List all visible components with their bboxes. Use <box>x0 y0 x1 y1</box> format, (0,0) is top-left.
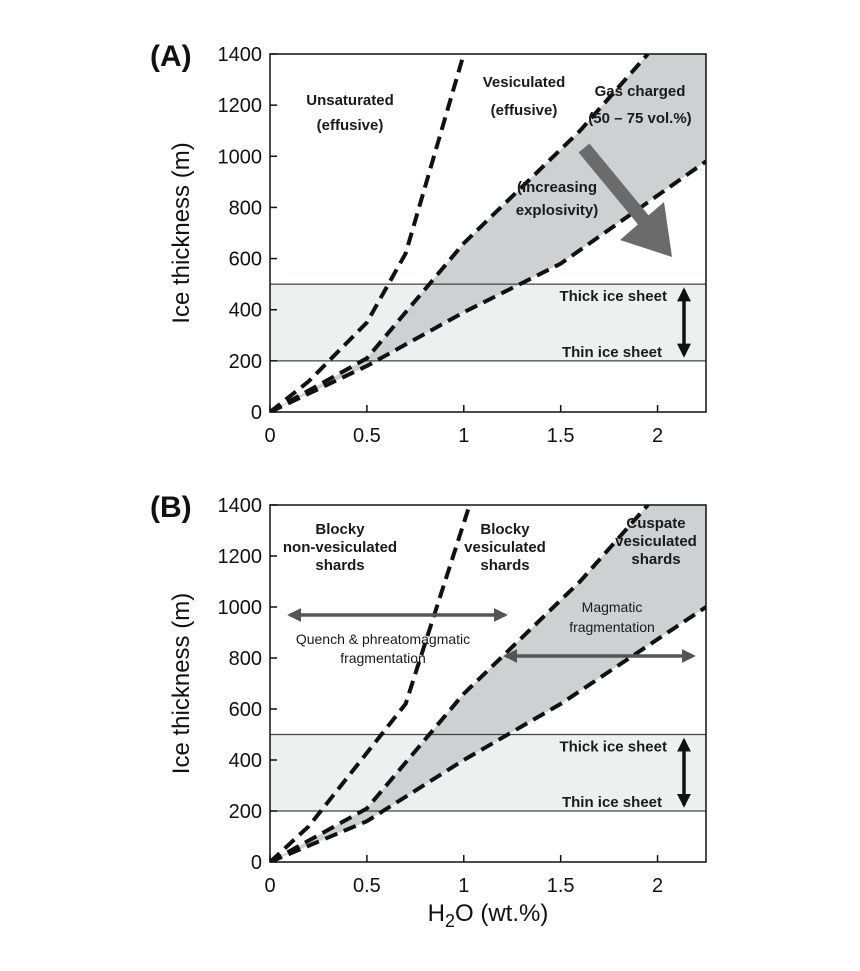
region-label-cuspate: Cuspate <box>626 515 685 532</box>
boundary-line-2 <box>270 54 650 412</box>
region-label-gas-charged: (50 – 75 vol.%) <box>588 110 691 127</box>
boundary-line-3 <box>270 605 706 862</box>
region-label-blocky-non-vesiculated: shards <box>315 557 364 574</box>
x-axis-title: H2O (wt.%) <box>428 900 549 931</box>
y-tick-label: 1000 <box>218 146 263 168</box>
quench-label: Quench & phreatomagmatic <box>296 631 470 647</box>
thick-ice-label: Thick ice sheet <box>559 288 667 305</box>
thin-ice-label: Thin ice sheet <box>562 344 662 361</box>
gas-region <box>270 505 706 862</box>
panel-b: 0 0.5 1 1.5 2 0 200 400 600 800 1000 1200 1400 Ice th… <box>150 491 707 897</box>
thin-ice-label: Thin ice sheet <box>562 794 662 811</box>
region-label-vesiculated: (effusive) <box>491 102 558 119</box>
plot-frame <box>269 504 707 863</box>
x-tick-label: 1 <box>458 875 469 897</box>
y-tick-label: 600 <box>229 249 262 271</box>
x-tick-label: 2 <box>652 875 663 897</box>
boundary-line-1 <box>270 54 466 412</box>
region-label-unsaturated: (effusive) <box>317 117 384 134</box>
region-label-blocky-vesiculated: shards <box>480 557 529 574</box>
panel-letter: (A) <box>150 40 192 73</box>
region-label-unsaturated: Unsaturated <box>306 92 394 109</box>
y-tick-label: 1200 <box>218 546 263 568</box>
y-tick-label: 400 <box>229 750 262 772</box>
y-axis-title: Ice thickness (m) <box>168 142 195 323</box>
x-tick-label: 1.5 <box>547 875 575 897</box>
boundary-line-1 <box>270 505 472 862</box>
boundary-line-2 <box>270 505 650 862</box>
plot-area <box>270 505 706 862</box>
x-tick-label: 1.5 <box>547 425 575 447</box>
trend-label: (Increasing <box>517 179 597 196</box>
thick-ice-label: Thick ice sheet <box>559 739 667 756</box>
plot-frame <box>269 53 707 413</box>
x-tick-label: 0.5 <box>353 425 381 447</box>
region-label-blocky-non-vesiculated: Blocky <box>315 521 365 538</box>
y-tick-label: 600 <box>229 699 262 721</box>
y-tick-label: 0 <box>251 402 262 424</box>
quench-label: fragmentation <box>340 650 426 666</box>
panel-a: 0 0.5 1 1.5 2 0 200 400 600 800 1000 1200 1400 Ice th… <box>150 40 707 447</box>
region-label-blocky-vesiculated: Blocky <box>480 521 530 538</box>
boundary-line-3 <box>270 159 706 412</box>
panel-letter: (B) <box>150 491 192 524</box>
x-tick-label: 0.5 <box>353 875 381 897</box>
magmatic-label: fragmentation <box>569 619 655 635</box>
y-tick-label: 1200 <box>218 95 263 117</box>
region-label-blocky-non-vesiculated: non-vesiculated <box>283 539 397 556</box>
region-label-cuspate: vesiculated <box>615 533 697 550</box>
explosivity-arrow-head <box>620 202 672 257</box>
region-label-cuspate: shards <box>631 551 680 568</box>
y-tick-label: 400 <box>229 300 262 322</box>
y-tick-label: 1400 <box>218 44 263 66</box>
magmatic-label: Magmatic <box>582 599 643 615</box>
y-tick-label: 1400 <box>218 495 263 517</box>
y-tick-label: 0 <box>251 852 262 874</box>
trend-label: explosivity) <box>516 202 599 219</box>
x-tick-label: 1 <box>458 425 469 447</box>
y-tick-label: 200 <box>229 351 262 373</box>
region-label-gas-charged: Gas charged <box>595 83 686 100</box>
x-tick-label: 0 <box>264 875 275 897</box>
y-tick-label: 200 <box>229 801 262 823</box>
explosivity-arrow <box>578 143 656 233</box>
y-axis-title: Ice thickness (m) <box>168 593 195 774</box>
region-label-vesiculated: Vesiculated <box>483 74 566 91</box>
y-tick-label: 800 <box>229 197 262 219</box>
y-tick-label: 800 <box>229 648 262 670</box>
plot-area <box>270 54 706 412</box>
y-tick-label: 1000 <box>218 597 263 619</box>
x-tick-label: 2 <box>652 425 663 447</box>
x-tick-label: 0 <box>264 425 275 447</box>
gas-region <box>270 54 706 412</box>
region-label-blocky-vesiculated: vesiculated <box>464 539 546 556</box>
